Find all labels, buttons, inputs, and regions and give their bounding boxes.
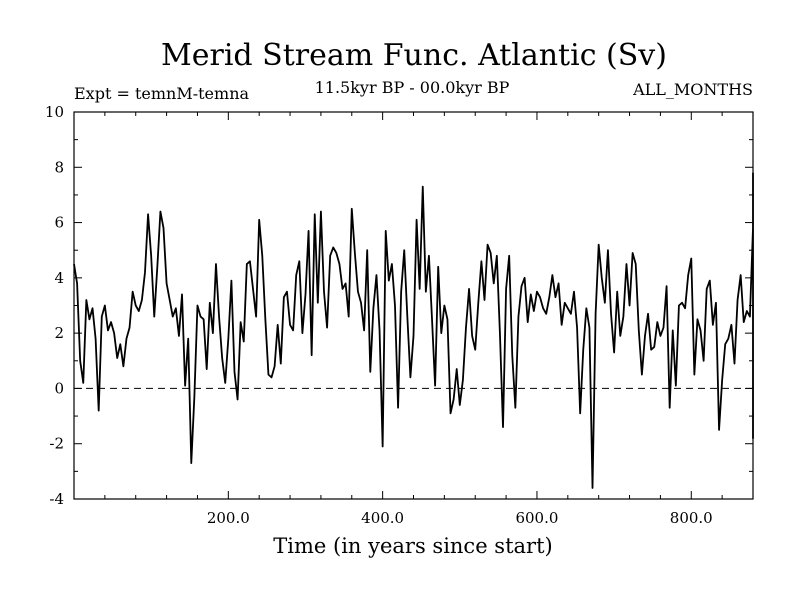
chart-title: Merid Stream Func. Atlantic (Sv) [161, 38, 667, 73]
chart-subtitle: 11.5kyr BP - 00.0kyr BP [315, 78, 510, 97]
y-tick-label: 8 [54, 158, 64, 176]
plot-frame [73, 111, 754, 500]
series-layer [73, 172, 754, 489]
x-tick-label: 200.0 [207, 509, 250, 527]
x-tick-label: 800.0 [670, 509, 713, 527]
x-tick-label: 400.0 [361, 509, 404, 527]
chart-left-label: Expt = temnM-temna [74, 84, 249, 103]
y-tick-label: 6 [54, 214, 64, 232]
y-tick-label: 10 [45, 103, 64, 121]
y-tick-label: 0 [54, 379, 64, 397]
chart-right-label: ALL_MONTHS [632, 80, 753, 99]
y-tick-label: 4 [54, 269, 64, 287]
axis-ticks-layer: -4 -2 0 2 4 6 8 10 200.0 400.0 600.0 800.0 [45, 103, 753, 527]
x-tick-label: 600.0 [515, 509, 558, 527]
series-line-AMOC [73, 172, 754, 489]
x-axis-label: Time (in years since start) [273, 534, 552, 558]
y-tick-label: -2 [49, 435, 64, 453]
y-tick-label: -4 [49, 490, 64, 508]
y-tick-label: 2 [54, 324, 64, 342]
